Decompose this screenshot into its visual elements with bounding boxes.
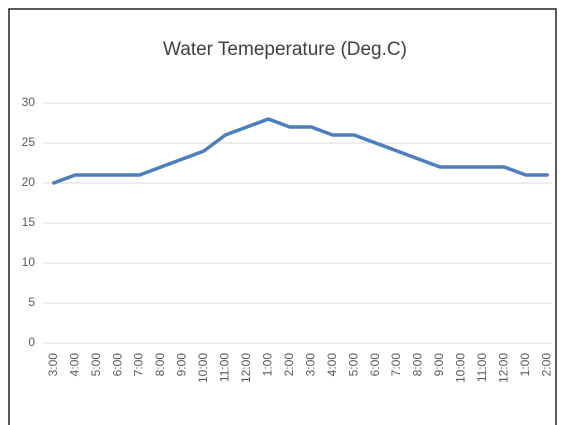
line	[51, 117, 550, 185]
x-tick-label: 5:00	[346, 353, 360, 377]
x-tick-label: 7:00	[132, 353, 146, 377]
x-tick-label: 3:00	[303, 353, 317, 377]
x-tick-label: 2:00	[539, 353, 553, 377]
x-tick-label: 4:00	[67, 353, 81, 377]
x-tick-label: 2:00	[282, 353, 296, 377]
x-tick-label: 10:00	[454, 353, 468, 383]
x-tick-label: 11:00	[218, 353, 232, 382]
x-tick-label: 10:00	[196, 353, 210, 383]
x-tick-label: 9:00	[175, 353, 189, 377]
x-tick-label: 8:00	[153, 353, 167, 377]
y-tick-label: 0	[28, 335, 35, 349]
y-tick-label: 25	[22, 135, 36, 149]
x-tick-label: 5:00	[89, 353, 103, 377]
x-tick-label: 6:00	[110, 353, 124, 377]
y-tick-label: 10	[22, 255, 36, 269]
y-tick-label: 30	[22, 95, 36, 109]
chart-title: Water Temeperature (Deg.C)	[163, 39, 407, 60]
y-tick-label: 5	[28, 295, 35, 309]
x-tick-label: 4:00	[325, 353, 339, 377]
x-tick-label: 12:00	[239, 353, 253, 383]
x-tick-label: 12:00	[497, 353, 511, 383]
x-tick-label: 6:00	[368, 353, 382, 377]
y-tick-label: 15	[22, 215, 36, 229]
x-tick-label: 8:00	[411, 353, 425, 377]
frame	[8, 8, 557, 425]
x-tick-label: 7:00	[389, 353, 403, 377]
x-tick-label: 1:00	[518, 353, 532, 377]
y-tick-label: 20	[22, 175, 36, 189]
x-tick-label: 3:00	[46, 353, 60, 377]
x-tick-label: 11:00	[475, 353, 489, 382]
x-tick-label: 1:00	[260, 353, 274, 377]
x-tick-label: 9:00	[432, 353, 446, 377]
